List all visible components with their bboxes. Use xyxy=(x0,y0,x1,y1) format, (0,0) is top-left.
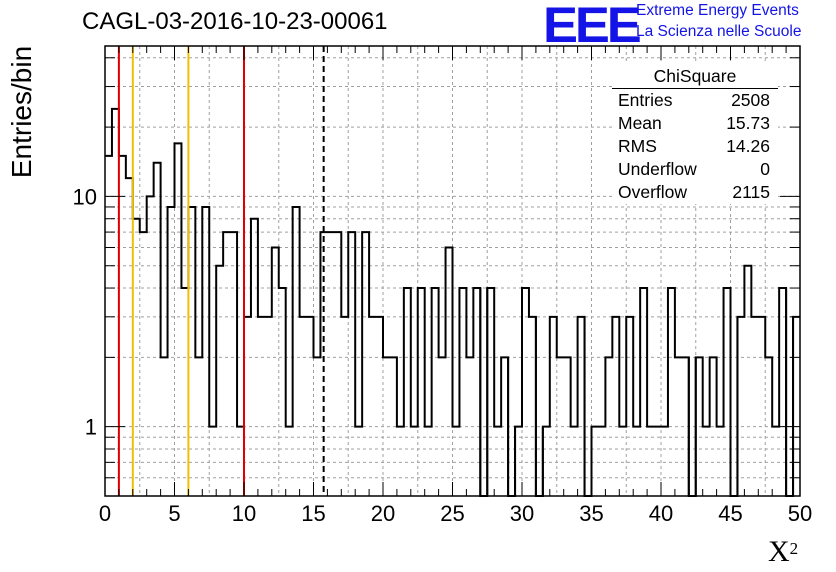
x-tick-label: 0 xyxy=(99,501,111,526)
stats-label: RMS xyxy=(618,136,657,156)
x-tick-label: 50 xyxy=(788,501,812,526)
stats-label: Overflow xyxy=(618,182,688,202)
chart-title: CAGL-03-2016-10-23-00061 xyxy=(82,8,388,35)
x-tick-label: 10 xyxy=(232,501,256,526)
eee-logo: EEE xyxy=(543,0,642,53)
stats-value: 14.26 xyxy=(726,136,770,156)
logo-text-line2: La Scienza nelle Scuole xyxy=(636,23,802,40)
y-tick-label: 1 xyxy=(85,415,97,440)
stats-row: Mean 15.73 xyxy=(612,112,778,135)
stats-row: RMS 14.26 xyxy=(612,135,778,158)
x-tick-label: 15 xyxy=(301,501,325,526)
y-axis-label: Entries/bin xyxy=(6,45,37,179)
stats-value: 2508 xyxy=(731,90,770,110)
x-tick-label: 40 xyxy=(649,501,673,526)
x-tick-label: 20 xyxy=(371,501,395,526)
x-tick-label: 35 xyxy=(579,501,603,526)
x-tick-label: 25 xyxy=(440,501,464,526)
x-tick-label: 45 xyxy=(718,501,742,526)
y-tick-label: 10 xyxy=(73,184,97,209)
x-axis-label: X2 xyxy=(768,535,799,568)
stats-row: Overflow 2115 xyxy=(612,181,778,204)
stats-title: ChiSquare xyxy=(612,64,778,89)
x-tick-label: 5 xyxy=(168,501,180,526)
stats-row: Underflow 0 xyxy=(612,158,778,181)
stats-label: Mean xyxy=(618,113,662,133)
stats-label: Underflow xyxy=(618,159,697,179)
stats-value: 15.73 xyxy=(726,113,770,133)
stats-value: 0 xyxy=(760,159,770,179)
logo-text-line1: Extreme Energy Events xyxy=(636,2,799,19)
stats-value: 2115 xyxy=(732,182,770,202)
stats-label: Entries xyxy=(618,90,673,110)
stats-row: Entries 2508 xyxy=(612,89,778,112)
stats-box: ChiSquare Entries 2508 Mean 15.73 RMS 14.26… xyxy=(612,64,778,204)
x-tick-label: 30 xyxy=(510,501,534,526)
